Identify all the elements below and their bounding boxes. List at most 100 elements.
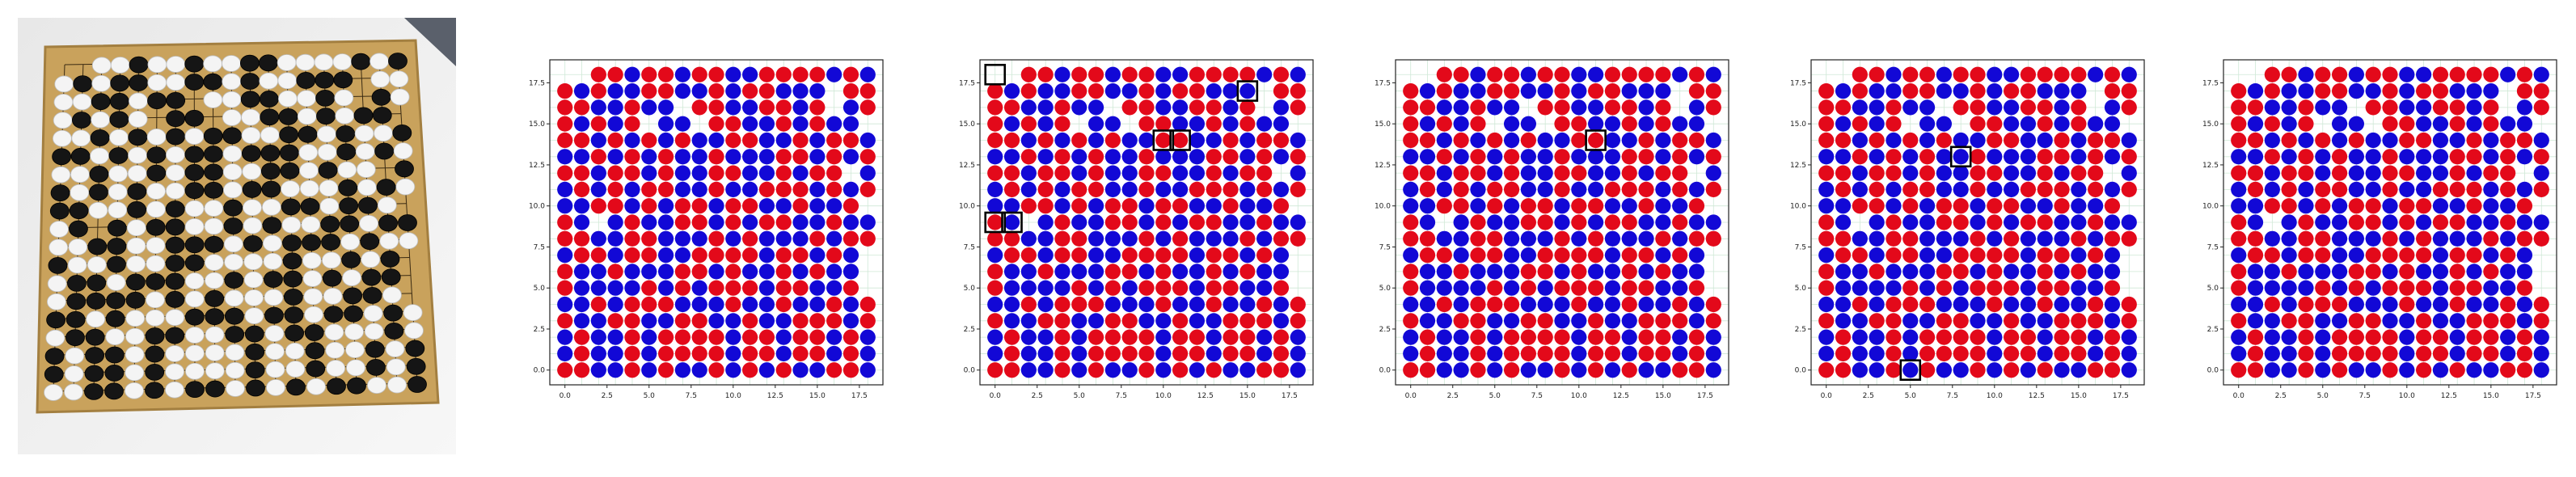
black-stone — [338, 179, 358, 196]
blue-stone-point — [1290, 345, 1306, 362]
black-stone — [52, 148, 72, 166]
blue-stone-point — [1503, 264, 1520, 280]
red-stone-point — [2331, 82, 2348, 99]
blue-stone-point — [1054, 264, 1071, 280]
blue-stone-point — [2466, 165, 2482, 181]
blue-stone-point — [1189, 132, 1206, 149]
x-tick-label: 2.5 — [2275, 392, 2287, 400]
white-stone — [108, 201, 128, 219]
red-stone-point — [1121, 329, 1138, 345]
blue-stone-point — [826, 116, 842, 132]
red-stone-point — [1121, 198, 1138, 214]
red-stone-point — [1054, 149, 1071, 165]
board-plot-4: 0.0 2.5 5.0 7.5 10.0 12.5 15.0 17.50.02.55.07.5… — [1790, 59, 2145, 400]
black-stone — [302, 234, 321, 251]
blue-stone-point — [2121, 329, 2137, 345]
red-stone-point — [1621, 165, 1637, 181]
blue-stone-point — [742, 264, 758, 280]
blue-stone-point — [1571, 345, 1587, 362]
white-stone — [146, 255, 166, 272]
white-stone — [128, 146, 147, 164]
blue-stone-point — [657, 132, 674, 149]
white-stone — [184, 200, 205, 217]
black-stone — [285, 324, 305, 342]
red-stone-point — [1403, 280, 1419, 296]
red-stone-point — [987, 99, 1003, 116]
red-stone-point — [1936, 264, 1952, 280]
blue-stone-point — [1987, 82, 2003, 99]
black-stone — [46, 311, 66, 329]
black-stone — [374, 142, 395, 160]
red-stone-point — [1223, 181, 1239, 197]
red-stone-point — [2315, 66, 2331, 82]
red-stone-point — [1470, 214, 1486, 230]
red-stone-point — [1206, 247, 1222, 264]
red-stone-point — [2533, 149, 2549, 165]
red-stone-point — [2054, 313, 2070, 329]
white-stone — [325, 341, 345, 359]
y-tick-label: 10.0 — [2202, 203, 2219, 211]
red-stone-point — [1003, 329, 1020, 345]
white-stone — [225, 344, 245, 361]
white-stone — [184, 272, 205, 289]
red-stone-point — [557, 99, 573, 116]
blue-stone-point — [2483, 181, 2499, 197]
white-stone — [205, 344, 225, 361]
x-tick-label: 7.5 — [1116, 392, 1127, 400]
white-stone — [146, 183, 167, 200]
white-stone — [295, 53, 315, 71]
blue-stone-point — [1902, 264, 1919, 280]
red-stone-point — [2516, 280, 2533, 296]
red-stone-point — [809, 264, 826, 280]
white-stone — [319, 179, 339, 197]
red-stone-point — [1902, 280, 1919, 296]
red-stone-point — [775, 247, 792, 264]
black-stone — [246, 379, 265, 397]
black-stone — [107, 219, 127, 237]
blue-stone-point — [2104, 296, 2121, 313]
x-tick-label: 12.5 — [1613, 392, 1629, 400]
red-stone-point — [2088, 313, 2104, 329]
red-stone-point — [1189, 82, 1206, 99]
red-stone-point — [2071, 313, 2087, 329]
red-stone-point — [2071, 165, 2087, 181]
red-stone-point — [1121, 99, 1138, 116]
red-stone-point — [2516, 198, 2533, 214]
red-stone-point — [1290, 181, 1306, 197]
red-stone-point — [2231, 99, 2247, 116]
red-stone-point — [775, 149, 792, 165]
blue-stone-point — [859, 66, 876, 82]
black-stone — [264, 306, 284, 324]
blue-stone-point — [1037, 149, 1054, 165]
blue-stone-point — [1655, 296, 1671, 313]
blue-stone-point — [1638, 165, 1654, 181]
red-stone-point — [1672, 313, 1688, 329]
red-stone-point — [2331, 149, 2348, 165]
blue-stone-point — [2054, 82, 2070, 99]
red-stone-point — [1403, 230, 1419, 247]
red-stone-point — [1172, 345, 1189, 362]
white-stone — [86, 310, 106, 328]
blue-stone-point — [1003, 296, 1020, 313]
white-stone — [242, 163, 262, 180]
blue-stone-point — [758, 280, 775, 296]
red-stone-point — [1155, 198, 1172, 214]
blue-stone-point — [641, 264, 657, 280]
red-stone-point — [1588, 132, 1604, 149]
blue-stone-point — [1206, 313, 1222, 329]
red-stone-point — [2037, 99, 2053, 116]
red-stone-point — [1852, 116, 1868, 132]
blue-stone-point — [2247, 264, 2264, 280]
black-stone — [340, 215, 360, 233]
red-stone-point — [1554, 362, 1570, 378]
blue-stone-point — [1273, 181, 1290, 197]
red-stone-point — [2231, 313, 2247, 329]
blue-stone-point — [775, 230, 792, 247]
red-stone-point — [1571, 116, 1587, 132]
blue-stone-point — [1403, 345, 1419, 362]
blue-stone-point — [1537, 362, 1553, 378]
blue-stone-point — [2466, 214, 2482, 230]
white-stone — [184, 128, 205, 145]
blue-stone-point — [1436, 280, 1452, 296]
red-stone-point — [590, 66, 606, 82]
